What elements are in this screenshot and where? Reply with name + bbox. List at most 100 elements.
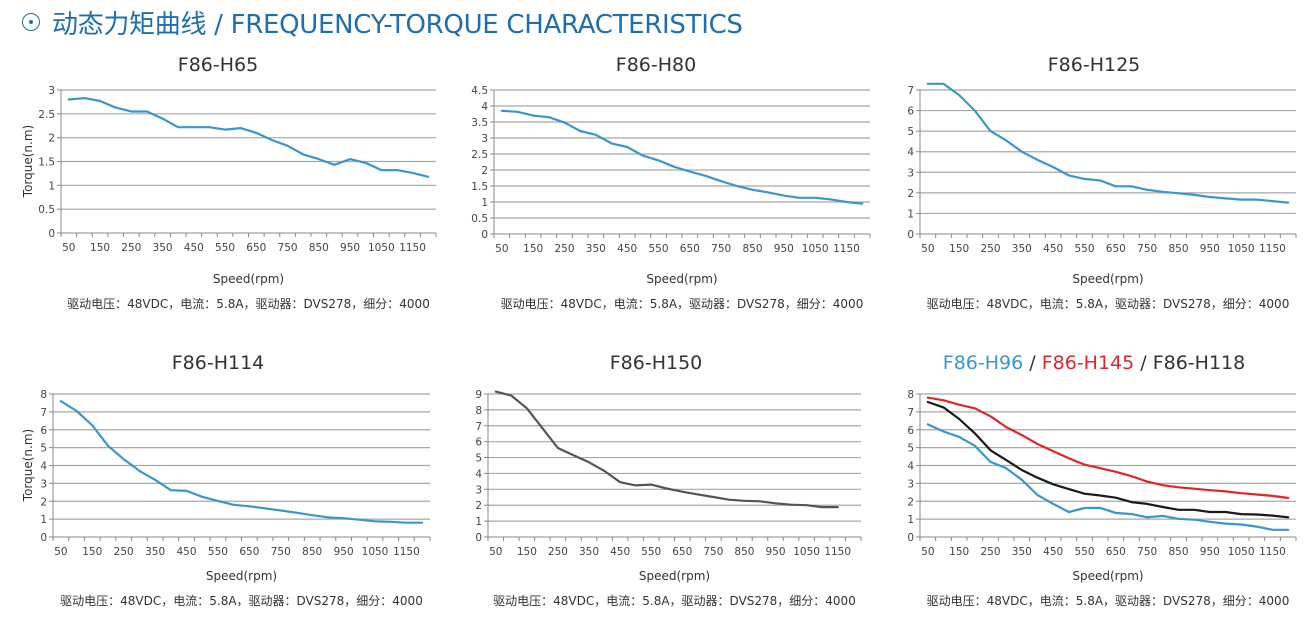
x-tick-label: 350	[579, 546, 599, 558]
x-tick-label: 750	[271, 546, 291, 558]
x-tick-label: 350	[586, 243, 606, 255]
x-tick-label: 1050	[368, 242, 395, 254]
series-line-f86-h114	[61, 401, 422, 523]
y-tick-label: 0.5	[38, 204, 55, 216]
x-tick-label: 950	[765, 546, 785, 558]
x-tick-label: 750	[703, 546, 723, 558]
test-conditions-note: 驱动电压：48VDC，电流：5.8A，驱动器：DVS278，细分：4000	[31, 295, 467, 312]
x-axis-label: Speed(rpm)	[24, 569, 460, 583]
y-tick-label: 3	[907, 167, 914, 179]
test-conditions-note: 驱动电压：48VDC，电流：5.8A，驱动器：DVS278，细分：4000	[457, 592, 893, 609]
page-title: 动态力矩曲线 / FREQUENCY-TORQUE CHARACTERISTIC…	[22, 4, 743, 40]
y-tick-label: 3	[48, 85, 55, 97]
y-tick-label: 0	[481, 229, 488, 241]
test-conditions-note: 驱动电压：48VDC，电流：5.8A，驱动器：DVS278，细分：4000	[24, 592, 460, 609]
x-tick-label: 650	[672, 546, 692, 558]
y-tick-label: 7	[40, 407, 47, 419]
x-tick-label: 250	[980, 243, 1000, 255]
x-tick-label: 250	[121, 242, 141, 254]
x-axis-label: Speed(rpm)	[464, 272, 900, 286]
x-axis-label: Speed(rpm)	[457, 569, 893, 583]
y-tick-label: 2	[48, 133, 55, 145]
x-axis-label: Speed(rpm)	[890, 272, 1312, 286]
x-tick-label: 50	[54, 546, 67, 558]
x-tick-label: 250	[548, 546, 568, 558]
x-tick-label: 350	[1012, 546, 1032, 558]
x-tick-label: 150	[523, 243, 543, 255]
y-tick-label: 1.5	[471, 181, 488, 193]
x-tick-label: 550	[648, 243, 668, 255]
x-tick-label: 550	[1074, 243, 1094, 255]
y-tick-label: 1	[481, 197, 488, 209]
y-tick-label: 1	[40, 514, 47, 526]
y-tick-label: 0	[907, 229, 914, 241]
x-tick-label: 750	[1137, 546, 1157, 558]
y-tick-label: 8	[475, 405, 482, 417]
x-tick-label: 950	[1200, 546, 1220, 558]
x-tick-label: 650	[1106, 546, 1126, 558]
x-tick-label: 550	[208, 546, 228, 558]
test-conditions-note: 驱动电压：48VDC，电流：5.8A，驱动器：DVS278，细分：4000	[890, 295, 1312, 312]
y-tick-label: 4	[907, 461, 914, 473]
x-axis-label: Speed(rpm)	[890, 569, 1312, 583]
x-tick-label: 350	[145, 546, 165, 558]
x-tick-label: 1150	[1259, 243, 1286, 255]
y-tick-label: 7	[907, 407, 914, 419]
y-tick-label: 1	[907, 208, 914, 220]
x-tick-label: 450	[176, 546, 196, 558]
x-tick-label: 250	[114, 546, 134, 558]
y-tick-label: 3	[907, 478, 914, 490]
y-tick-label: 5	[475, 453, 482, 465]
page-title-text: 动态力矩曲线 / FREQUENCY-TORQUE CHARACTERISTIC…	[52, 4, 743, 41]
x-tick-label: 1050	[802, 243, 829, 255]
x-tick-label: 650	[239, 546, 259, 558]
x-tick-label: 950	[774, 243, 794, 255]
y-tick-label: 2	[40, 496, 47, 508]
x-tick-label: 850	[734, 546, 754, 558]
y-axis-label: Torque(n.m)	[21, 415, 35, 515]
y-tick-label: 5	[40, 443, 47, 455]
y-tick-label: 6	[907, 106, 914, 118]
y-tick-label: 4	[475, 468, 482, 480]
x-tick-label: 250	[980, 546, 1000, 558]
x-tick-label: 950	[340, 242, 360, 254]
y-tick-label: 4	[907, 147, 914, 159]
x-tick-label: 50	[921, 546, 934, 558]
x-tick-label: 150	[949, 243, 969, 255]
x-tick-label: 850	[742, 243, 762, 255]
circled-dot-icon	[22, 13, 40, 31]
x-tick-label: 450	[610, 546, 630, 558]
x-tick-label: 650	[1106, 243, 1126, 255]
x-tick-label: 450	[1043, 546, 1063, 558]
y-tick-label: 3	[481, 133, 488, 145]
y-tick-label: 0	[475, 532, 482, 544]
y-tick-label: 2.5	[38, 109, 55, 121]
y-tick-label: 2.5	[471, 149, 488, 161]
x-tick-label: 150	[82, 546, 102, 558]
test-conditions-note: 驱动电压：48VDC，电流：5.8A，驱动器：DVS278，细分：4000	[464, 295, 900, 312]
x-tick-label: 550	[641, 546, 661, 558]
x-tick-label: 1150	[824, 546, 851, 558]
x-tick-label: 650	[246, 242, 266, 254]
y-tick-label: 8	[40, 389, 47, 401]
y-tick-label: 5	[907, 126, 914, 138]
x-tick-label: 550	[215, 242, 235, 254]
y-tick-label: 1.5	[38, 157, 55, 169]
y-tick-label: 4	[40, 461, 47, 473]
x-tick-label: 350	[1012, 243, 1032, 255]
x-tick-label: 1150	[1259, 546, 1286, 558]
y-tick-label: 3	[40, 478, 47, 490]
x-tick-label: 1150	[393, 546, 420, 558]
x-tick-label: 50	[62, 242, 75, 254]
y-tick-label: 6	[475, 437, 482, 449]
x-tick-label: 850	[1168, 546, 1188, 558]
x-tick-label: 1050	[362, 546, 389, 558]
x-tick-label: 450	[1043, 243, 1063, 255]
